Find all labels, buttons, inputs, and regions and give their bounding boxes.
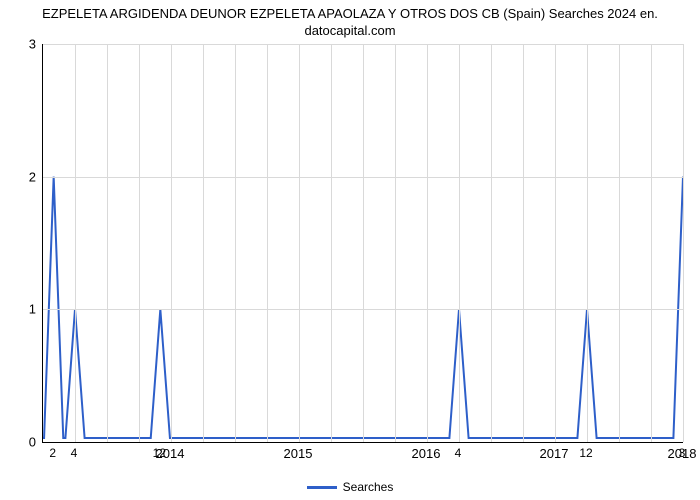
y-tick-label: 0 xyxy=(18,435,36,450)
gridline-v xyxy=(107,44,108,442)
chart-title: EZPELETA ARGIDENDA DEUNOR EZPELETA APAOL… xyxy=(0,6,700,40)
gridline-v xyxy=(203,44,204,442)
gridline-v xyxy=(235,44,236,442)
gridline-v xyxy=(491,44,492,442)
gridline-v xyxy=(395,44,396,442)
title-line-2: datocapital.com xyxy=(304,23,395,38)
y-tick-label: 2 xyxy=(18,169,36,184)
x-tick-label: 2016 xyxy=(412,446,441,461)
gridline-v xyxy=(523,44,524,442)
y-tick-label: 3 xyxy=(18,37,36,52)
y-tick-label: 1 xyxy=(18,302,36,317)
peak-label: 4 xyxy=(455,446,462,460)
gridline-v xyxy=(683,44,684,442)
chart-container: EZPELETA ARGIDENDA DEUNOR EZPELETA APAOL… xyxy=(0,0,700,500)
gridline-v xyxy=(555,44,556,442)
legend-label: Searches xyxy=(343,480,394,494)
gridline-v xyxy=(267,44,268,442)
gridline-v xyxy=(363,44,364,442)
title-line-1: EZPELETA ARGIDENDA DEUNOR EZPELETA APAOL… xyxy=(42,6,658,21)
gridline-v xyxy=(75,44,76,442)
gridline-v xyxy=(587,44,588,442)
gridline-v xyxy=(427,44,428,442)
gridline-v xyxy=(651,44,652,442)
x-tick-label: 2017 xyxy=(540,446,569,461)
legend-swatch xyxy=(307,486,337,489)
gridline-v xyxy=(619,44,620,442)
peak-label: 2 xyxy=(49,446,56,460)
peak-label: 4 xyxy=(71,446,78,460)
legend: Searches xyxy=(0,479,700,494)
x-tick-label: 2015 xyxy=(284,446,313,461)
plot-area xyxy=(42,44,683,443)
gridline-v xyxy=(139,44,140,442)
peak-label: 12 xyxy=(153,446,166,460)
gridline-v xyxy=(331,44,332,442)
gridline-v xyxy=(171,44,172,442)
peak-label: 12 xyxy=(579,446,592,460)
gridline-v xyxy=(459,44,460,442)
peak-label: 3 xyxy=(679,446,686,460)
gridline-v xyxy=(299,44,300,442)
